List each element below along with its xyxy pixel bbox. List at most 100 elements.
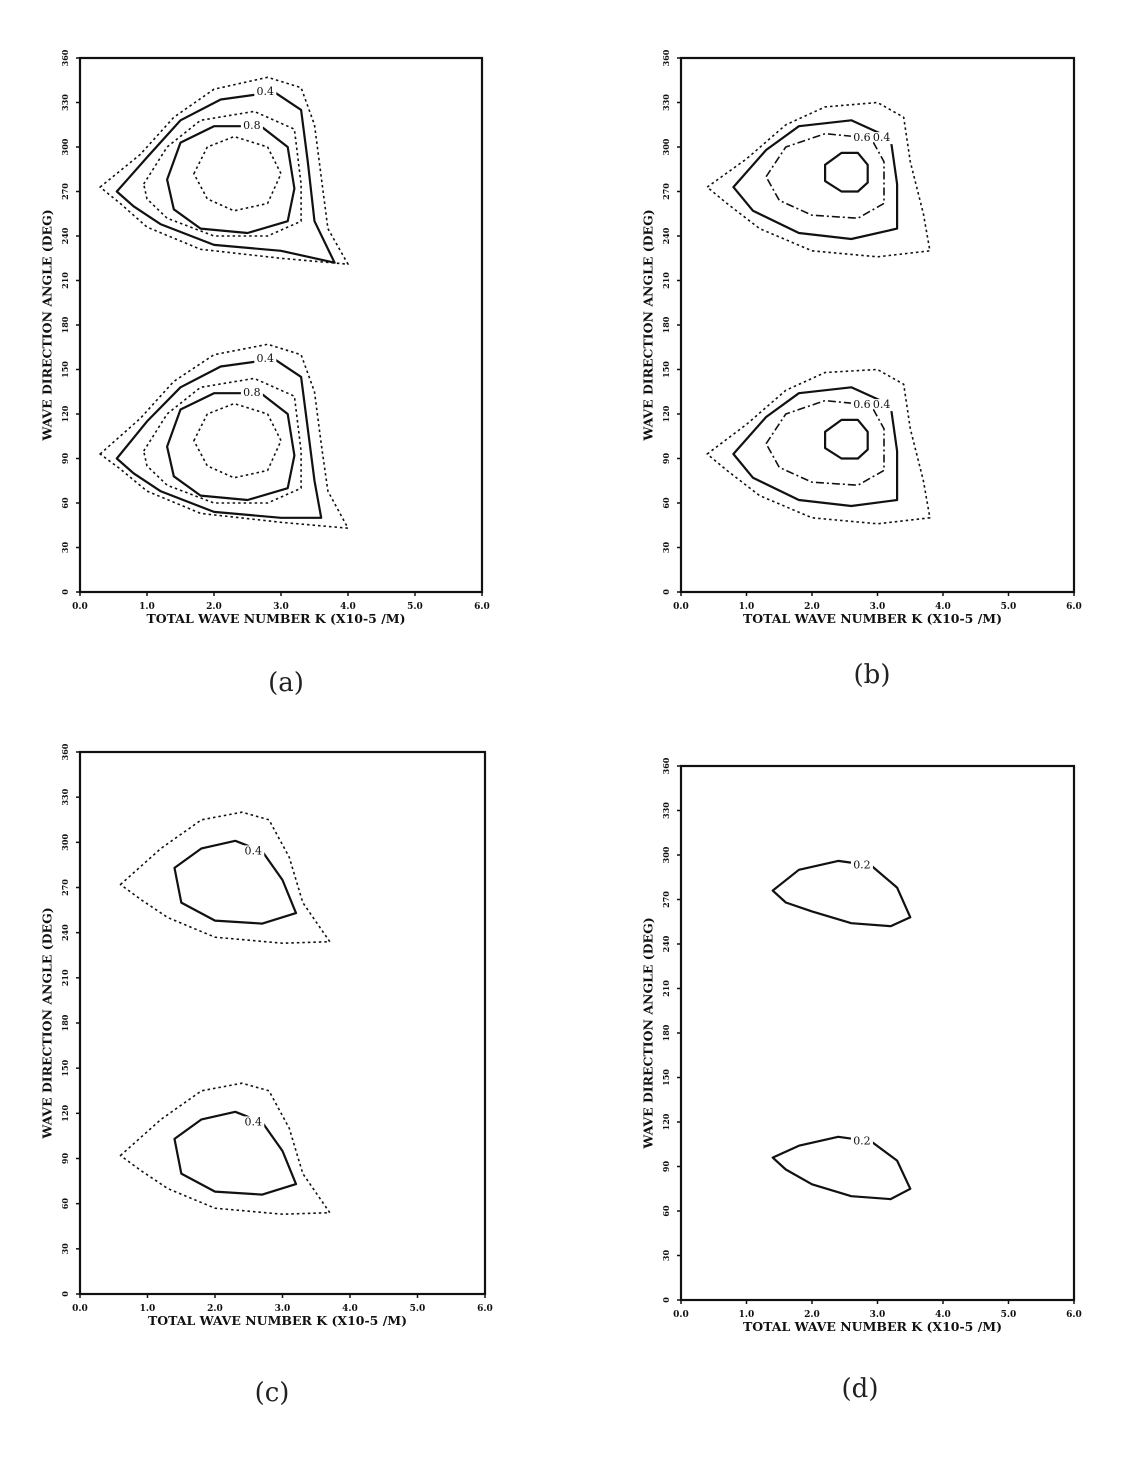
contour-label-bg bbox=[870, 132, 893, 145]
contour-line bbox=[771, 859, 912, 928]
x-tick-label: 5.0 bbox=[410, 1304, 426, 1314]
y-tick-label: 330 bbox=[661, 94, 671, 111]
x-tick-label: 2.0 bbox=[804, 602, 820, 612]
contour-label-bg bbox=[242, 845, 265, 858]
y-tick-label: 270 bbox=[661, 891, 671, 908]
contour-line bbox=[119, 1082, 331, 1215]
y-tick-label: 120 bbox=[661, 1113, 671, 1130]
contour-line bbox=[115, 358, 323, 519]
x-tick-label: 6.0 bbox=[1066, 602, 1082, 612]
contour-line bbox=[706, 368, 931, 525]
y-tick-label: 180 bbox=[661, 1024, 671, 1041]
y-tick-label: 180 bbox=[661, 316, 671, 333]
y-tick-label: 0 bbox=[661, 589, 671, 595]
y-tick-label: 60 bbox=[661, 1205, 671, 1217]
panel-label-a: (a) bbox=[268, 668, 304, 698]
x-tick-label: 1.0 bbox=[739, 602, 755, 612]
contour-label: 0.2 bbox=[853, 858, 871, 871]
contour-line bbox=[193, 135, 282, 212]
contour-label: 0.8 bbox=[243, 386, 261, 399]
panel-label-d: (d) bbox=[841, 1374, 879, 1404]
y-tick-label: 330 bbox=[60, 788, 70, 805]
panel-d-plot: 0.0 1.0 2.0 3.0 4.0 5.0 6.0 0 30 60 90 120 150 180 210… bbox=[641, 757, 1082, 1334]
x-tick-label: 4.0 bbox=[935, 1310, 951, 1320]
y-tick-label: 360 bbox=[60, 49, 70, 66]
y-tick-label: 210 bbox=[661, 272, 671, 289]
y-tick-label: 300 bbox=[661, 138, 671, 155]
x-tick-label: 5.0 bbox=[1001, 1310, 1017, 1320]
panel-a-frame bbox=[78, 56, 484, 594]
y-tick-label: 300 bbox=[661, 846, 671, 863]
y-tick-label: 150 bbox=[60, 361, 70, 378]
y-tick-label: 90 bbox=[60, 1153, 70, 1165]
panel-d-y-axis-label: WAVE DIRECTION ANGLE (DEG) bbox=[641, 917, 656, 1149]
x-tick-label: 2.0 bbox=[207, 1304, 223, 1314]
panel-c-frame bbox=[78, 750, 487, 1296]
y-tick-label: 300 bbox=[60, 138, 70, 155]
x-tick-label: 6.0 bbox=[1066, 1310, 1082, 1320]
x-tick-label: 5.0 bbox=[407, 602, 423, 612]
contour-label: 0.4 bbox=[245, 1115, 263, 1128]
contour-label-bg bbox=[240, 387, 263, 400]
y-tick-label: 240 bbox=[661, 935, 671, 952]
y-tick-label: 240 bbox=[60, 227, 70, 244]
y-tick-label: 270 bbox=[60, 879, 70, 896]
y-tick-label: 270 bbox=[661, 183, 671, 200]
y-tick-label: 60 bbox=[60, 1198, 70, 1210]
x-tick-label: 2.0 bbox=[206, 602, 222, 612]
y-tick-label: 120 bbox=[661, 405, 671, 422]
contour-label: 0.4 bbox=[873, 398, 891, 411]
x-tick-label: 1.0 bbox=[739, 1310, 755, 1320]
x-tick-label: 5.0 bbox=[1001, 602, 1017, 612]
contour-label: 0.8 bbox=[243, 119, 261, 132]
y-tick-label: 30 bbox=[60, 542, 70, 554]
panel-b-y-axis-label: WAVE DIRECTION ANGLE (DEG) bbox=[641, 209, 656, 441]
x-tick-label: 3.0 bbox=[870, 1310, 886, 1320]
panel-b-x-axis-label: TOTAL WAVE NUMBER K (X10-5 /M) bbox=[743, 611, 1002, 626]
y-tick-label: 90 bbox=[661, 1161, 671, 1173]
x-tick-label: 6.0 bbox=[477, 1304, 493, 1314]
y-tick-label: 30 bbox=[661, 542, 671, 554]
contour-line bbox=[765, 132, 885, 219]
y-tick-label: 150 bbox=[60, 1059, 70, 1076]
panel-label-c: (c) bbox=[254, 1378, 290, 1408]
x-tick-label: 0.0 bbox=[673, 1310, 689, 1320]
contour-line bbox=[706, 101, 931, 258]
contour-line bbox=[765, 399, 885, 486]
contour-line bbox=[142, 377, 302, 504]
y-tick-label: 0 bbox=[60, 1291, 70, 1297]
contour-label-bg bbox=[254, 353, 277, 366]
y-tick-label: 60 bbox=[661, 497, 671, 509]
x-tick-label: 0.0 bbox=[72, 1304, 88, 1314]
contour-line bbox=[99, 76, 349, 265]
y-tick-label: 0 bbox=[661, 1297, 671, 1303]
contour-line bbox=[166, 125, 296, 235]
y-tick-label: 180 bbox=[60, 316, 70, 333]
y-tick-label: 90 bbox=[60, 453, 70, 465]
panel-a-x-axis-label: TOTAL WAVE NUMBER K (X10-5 /M) bbox=[146, 611, 405, 626]
y-tick-label: 210 bbox=[661, 980, 671, 997]
contour-line bbox=[771, 1135, 912, 1201]
panel-c-y-axis-label: WAVE DIRECTION ANGLE (DEG) bbox=[40, 907, 55, 1139]
y-tick-label: 360 bbox=[60, 743, 70, 760]
x-tick-label: 3.0 bbox=[275, 1304, 291, 1314]
y-tick-label: 60 bbox=[60, 497, 70, 509]
y-tick-label: 30 bbox=[60, 1243, 70, 1255]
panel-b-plot: 0.0 1.0 2.0 3.0 4.0 5.0 6.0 0 30 60 90 120 150 180 210… bbox=[641, 49, 1082, 626]
contour-line bbox=[173, 839, 298, 925]
y-tick-label: 150 bbox=[661, 1069, 671, 1086]
x-tick-label: 0.0 bbox=[673, 602, 689, 612]
y-tick-label: 270 bbox=[60, 183, 70, 200]
contour-label: 0.4 bbox=[257, 352, 275, 365]
y-tick-label: 330 bbox=[60, 94, 70, 111]
y-tick-label: 120 bbox=[60, 1105, 70, 1122]
x-tick-label: 1.0 bbox=[139, 602, 155, 612]
y-tick-label: 210 bbox=[60, 272, 70, 289]
contour-label-bg bbox=[850, 859, 873, 872]
contour-label: 0.4 bbox=[257, 85, 275, 98]
panel-d-frame bbox=[679, 764, 1076, 1302]
panel-label-b: (b) bbox=[853, 660, 891, 690]
contour-line bbox=[732, 119, 899, 241]
